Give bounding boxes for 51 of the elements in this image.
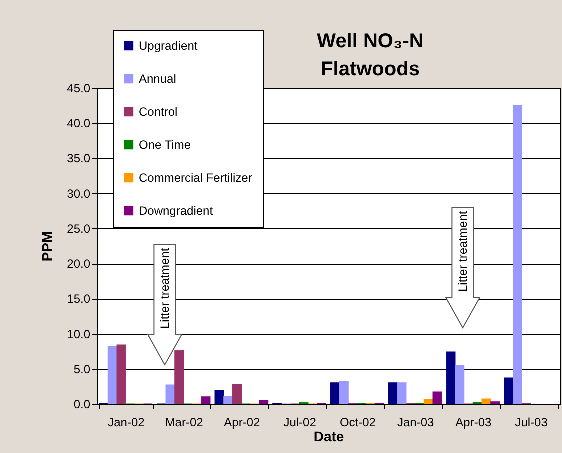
bar (214, 390, 224, 404)
x-tick-label: Oct-02 (340, 416, 376, 430)
bar (446, 352, 456, 404)
legend-label: Annual (139, 72, 176, 86)
bar (201, 396, 211, 404)
y-tick-label: 5.0 (74, 362, 91, 376)
bar (232, 384, 242, 404)
bar (174, 350, 184, 404)
x-tick-label: Jul-02 (284, 416, 317, 430)
bar (388, 382, 398, 404)
bar (330, 382, 340, 404)
bar (166, 384, 176, 404)
y-axis-title: PPM (39, 231, 56, 262)
y-tick-label: 40.0 (67, 116, 91, 131)
bar (424, 399, 434, 404)
legend-label: Control (139, 105, 178, 119)
y-tick-label: 20.0 (67, 257, 91, 272)
legend-label: One Time (139, 138, 192, 152)
legend-label: Commercial Fertilizer (139, 171, 252, 185)
bar (397, 382, 407, 404)
bar (455, 365, 465, 404)
bar (504, 378, 514, 404)
annotation: Litter treatment (158, 248, 172, 329)
y-tick-label: 45.0 (67, 82, 91, 96)
x-tick-label: Jan-02 (108, 416, 146, 430)
y-tick-label: 10.0 (67, 327, 91, 342)
y-tick-label: 35.0 (67, 152, 91, 166)
y-tick-label: 25.0 (67, 222, 91, 236)
bar (224, 396, 234, 404)
bar (108, 346, 118, 404)
chart-subtitle: Flatwoods (321, 58, 420, 80)
bar (432, 392, 442, 404)
y-tick-label: 30.0 (67, 186, 91, 201)
x-tick-label: Jul-03 (515, 416, 548, 430)
x-tick-label: Mar-02 (165, 416, 204, 430)
bar (513, 105, 522, 404)
x-tick-label: Apr-02 (224, 416, 261, 430)
y-tick-label: 15.0 (67, 292, 91, 306)
y-tick-label: 0.0 (74, 398, 91, 412)
bar (490, 402, 500, 404)
x-tick-label: Apr-03 (456, 416, 492, 430)
legend-label: Upgradient (139, 39, 198, 53)
bar (116, 344, 126, 404)
x-axis-title: Date (314, 428, 344, 444)
bar (482, 398, 492, 404)
bar (339, 381, 349, 404)
legend-label: Downgradient (139, 204, 214, 218)
annotation: Litter treatment (456, 210, 470, 292)
bar (259, 400, 269, 404)
x-tick-label: Jan-03 (397, 416, 434, 430)
chart-title: Well NO₃-N (317, 30, 424, 52)
